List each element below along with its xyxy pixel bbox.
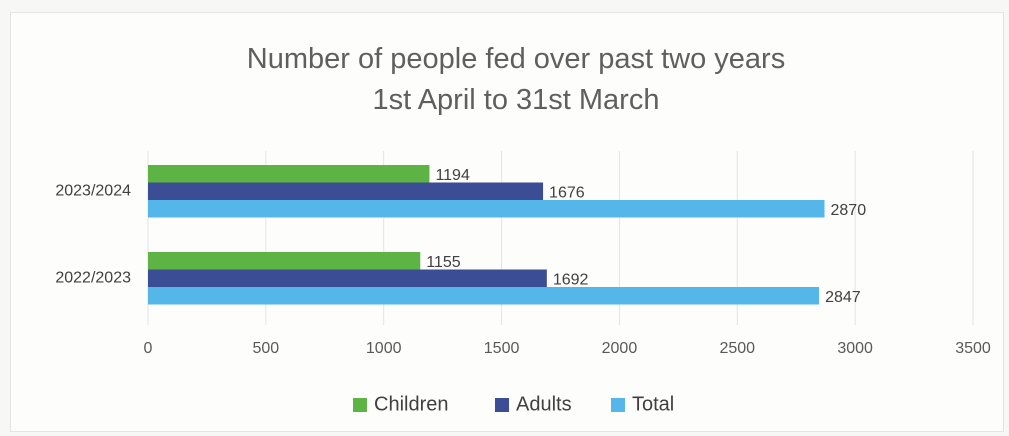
chart-subtitle: 1st April to 31st March xyxy=(373,84,660,116)
x-tick-label: 1000 xyxy=(366,340,402,357)
value-axis: 0 500 1000 1500 2000 2500 3000 3500 xyxy=(144,340,991,357)
x-tick-label: 1500 xyxy=(484,340,520,357)
bar-children xyxy=(148,252,421,270)
x-tick-label: 500 xyxy=(253,340,280,357)
data-label: 2847 xyxy=(825,289,861,306)
x-tick-label: 2000 xyxy=(602,340,638,357)
legend-swatch-adults xyxy=(495,398,509,412)
data-label: 1692 xyxy=(553,272,589,289)
legend: Children Adults Total xyxy=(353,393,674,415)
chart-svg: Number of people fed over past two years… xyxy=(55,43,991,415)
bar-children xyxy=(148,165,430,183)
legend-label: Total xyxy=(632,393,674,415)
x-tick-label: 3500 xyxy=(955,340,991,357)
legend-label: Children xyxy=(374,393,448,415)
data-label: 1676 xyxy=(549,185,585,202)
category-label: 2023/2024 xyxy=(55,182,131,199)
legend-label: Adults xyxy=(516,393,572,415)
chart-card: Number of people fed over past two years… xyxy=(10,12,1004,432)
data-label: 1155 xyxy=(426,254,461,271)
bar-total xyxy=(148,287,820,305)
category-axis: 2023/2024 2022/2023 xyxy=(55,182,131,286)
bar-adults xyxy=(148,269,547,287)
data-label: 2870 xyxy=(831,202,867,219)
chart-title: Number of people fed over past two years xyxy=(247,43,785,75)
bars xyxy=(148,165,825,305)
legend-swatch-total xyxy=(611,398,625,412)
data-label: 1194 xyxy=(435,167,470,184)
bar-total xyxy=(148,200,825,218)
x-tick-label: 0 xyxy=(144,340,153,357)
data-labels: 1194 1676 2870 1155 1692 2847 xyxy=(426,167,866,306)
category-label: 2022/2023 xyxy=(55,269,131,286)
x-tick-label: 3000 xyxy=(837,340,873,357)
x-tick-label: 2500 xyxy=(719,340,755,357)
legend-swatch-children xyxy=(353,398,367,412)
bar-adults xyxy=(148,182,544,200)
